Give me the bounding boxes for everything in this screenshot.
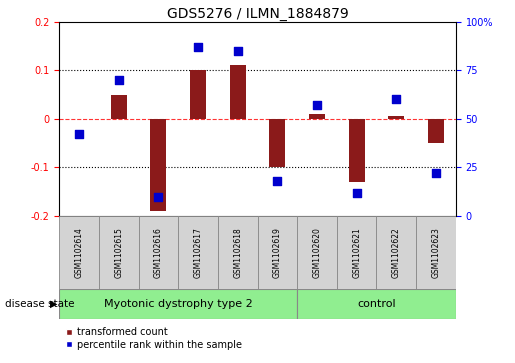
Point [392, 97, 401, 102]
Bar [178, 216, 218, 289]
Text: GSM1102621: GSM1102621 [352, 227, 361, 278]
Text: GSM1102623: GSM1102623 [432, 227, 440, 278]
Text: GSM1102619: GSM1102619 [273, 227, 282, 278]
Text: control: control [357, 299, 396, 309]
Bar [258, 216, 297, 289]
Text: GSM1102616: GSM1102616 [154, 227, 163, 278]
Bar [111, 95, 127, 119]
Bar [309, 114, 325, 119]
Legend: transformed count, percentile rank within the sample: transformed count, percentile rank withi… [64, 326, 243, 351]
Bar [297, 216, 337, 289]
Bar [349, 119, 365, 182]
Text: GSM1102620: GSM1102620 [313, 227, 321, 278]
Text: GSM1102614: GSM1102614 [75, 227, 83, 278]
Bar [99, 216, 139, 289]
Text: Myotonic dystrophy type 2: Myotonic dystrophy type 2 [104, 299, 252, 309]
Text: GSM1102617: GSM1102617 [194, 227, 202, 278]
Bar [139, 216, 178, 289]
Point [273, 178, 281, 184]
Text: GSM1102622: GSM1102622 [392, 227, 401, 278]
Point [75, 131, 83, 137]
Point [114, 77, 123, 83]
Bar [59, 216, 99, 289]
Text: disease state: disease state [5, 299, 75, 309]
Point [432, 170, 440, 176]
Bar [190, 70, 206, 119]
Bar [150, 119, 166, 211]
Point [234, 48, 242, 54]
Point [194, 44, 202, 50]
Bar [230, 65, 246, 119]
Bar [376, 216, 416, 289]
Point [154, 194, 163, 200]
Bar [269, 119, 285, 167]
Text: GSM1102618: GSM1102618 [233, 227, 242, 278]
Title: GDS5276 / ILMN_1884879: GDS5276 / ILMN_1884879 [167, 7, 348, 21]
Text: GSM1102615: GSM1102615 [114, 227, 123, 278]
Bar [416, 216, 456, 289]
Bar [428, 119, 444, 143]
Point [352, 190, 360, 196]
Bar [297, 289, 456, 319]
Bar [59, 289, 297, 319]
Bar [388, 117, 404, 119]
Point [313, 102, 321, 108]
Bar [218, 216, 258, 289]
Text: ▶: ▶ [50, 299, 58, 309]
Bar [337, 216, 376, 289]
